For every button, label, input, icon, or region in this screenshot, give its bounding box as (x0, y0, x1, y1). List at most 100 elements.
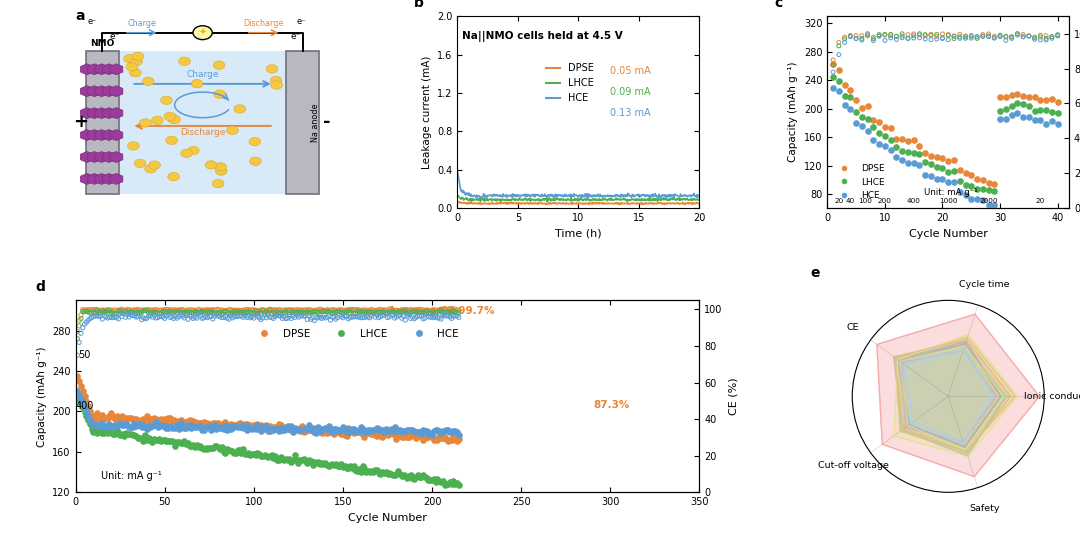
Point (409, 471, 427, 480)
Text: Average CE 99.7%: Average CE 99.7% (388, 306, 494, 316)
Point (303, 314, 321, 322)
Point (116, 309, 133, 318)
Point (131, 420, 148, 429)
Point (905, 31, 922, 40)
Point (347, 466, 364, 475)
Point (94, 419, 111, 427)
Point (418, 310, 435, 319)
Point (125, 312, 143, 320)
Point (1031, 31, 1049, 39)
Point (1009, 29, 1026, 38)
Point (234, 306, 252, 314)
Point (354, 430, 372, 438)
Point (311, 305, 328, 314)
Point (283, 457, 300, 466)
Point (166, 306, 184, 314)
Point (396, 306, 414, 315)
Point (97, 312, 114, 321)
Point (69, 351, 86, 360)
Point (154, 417, 172, 425)
Point (352, 467, 369, 476)
Point (259, 426, 276, 435)
Point (243, 450, 260, 459)
Point (187, 423, 204, 431)
Point (360, 467, 377, 476)
Point (388, 313, 405, 321)
Point (324, 426, 341, 434)
Point (437, 479, 455, 488)
Point (140, 308, 158, 317)
Point (99, 305, 117, 314)
Point (278, 423, 295, 432)
Polygon shape (902, 351, 996, 442)
Point (306, 427, 323, 436)
Point (345, 425, 362, 433)
Point (870, 140, 888, 148)
Point (228, 312, 245, 321)
Point (951, 30, 969, 39)
Point (183, 419, 200, 427)
Point (1026, 107, 1043, 115)
Point (447, 434, 464, 443)
Point (388, 427, 405, 436)
Point (281, 312, 298, 321)
Point (429, 308, 446, 316)
Point (106, 420, 123, 429)
Point (258, 451, 275, 460)
Point (436, 433, 454, 441)
Point (110, 420, 127, 429)
Point (1014, 91, 1031, 100)
Point (201, 312, 218, 321)
Point (365, 425, 382, 434)
Point (450, 434, 468, 443)
Point (89, 421, 106, 430)
Point (125, 306, 143, 314)
Point (445, 426, 462, 435)
Point (176, 308, 193, 317)
Point (1026, 116, 1043, 125)
Point (113, 312, 131, 321)
Point (322, 461, 339, 470)
Point (335, 463, 352, 471)
Point (258, 313, 275, 322)
Point (1049, 31, 1066, 40)
Point (848, 118, 865, 127)
Point (360, 313, 377, 321)
Point (151, 306, 168, 315)
Point (160, 310, 177, 319)
Point (951, 166, 969, 174)
Point (161, 306, 178, 314)
Point (231, 306, 248, 315)
Circle shape (132, 52, 144, 61)
Point (330, 311, 348, 319)
Point (986, 201, 1003, 209)
Point (70, 396, 87, 405)
Point (220, 315, 238, 324)
Point (158, 305, 175, 314)
Point (409, 307, 427, 316)
Point (390, 311, 407, 320)
Point (193, 425, 211, 434)
Point (240, 421, 257, 430)
Point (380, 430, 397, 439)
Point (89, 429, 106, 438)
Point (366, 426, 383, 435)
Point (848, 108, 865, 116)
Point (427, 306, 444, 314)
Point (945, 156, 962, 164)
Point (281, 310, 298, 319)
Circle shape (145, 164, 157, 173)
Point (962, 170, 980, 179)
Point (90, 426, 107, 434)
Point (166, 313, 184, 321)
Point (135, 420, 152, 429)
Point (313, 458, 330, 467)
Point (969, 195, 986, 204)
Point (1038, 95, 1055, 104)
Point (197, 306, 214, 314)
Point (429, 436, 446, 445)
Point (100, 412, 118, 420)
Point (122, 307, 139, 316)
Point (363, 427, 380, 436)
Point (240, 312, 257, 321)
